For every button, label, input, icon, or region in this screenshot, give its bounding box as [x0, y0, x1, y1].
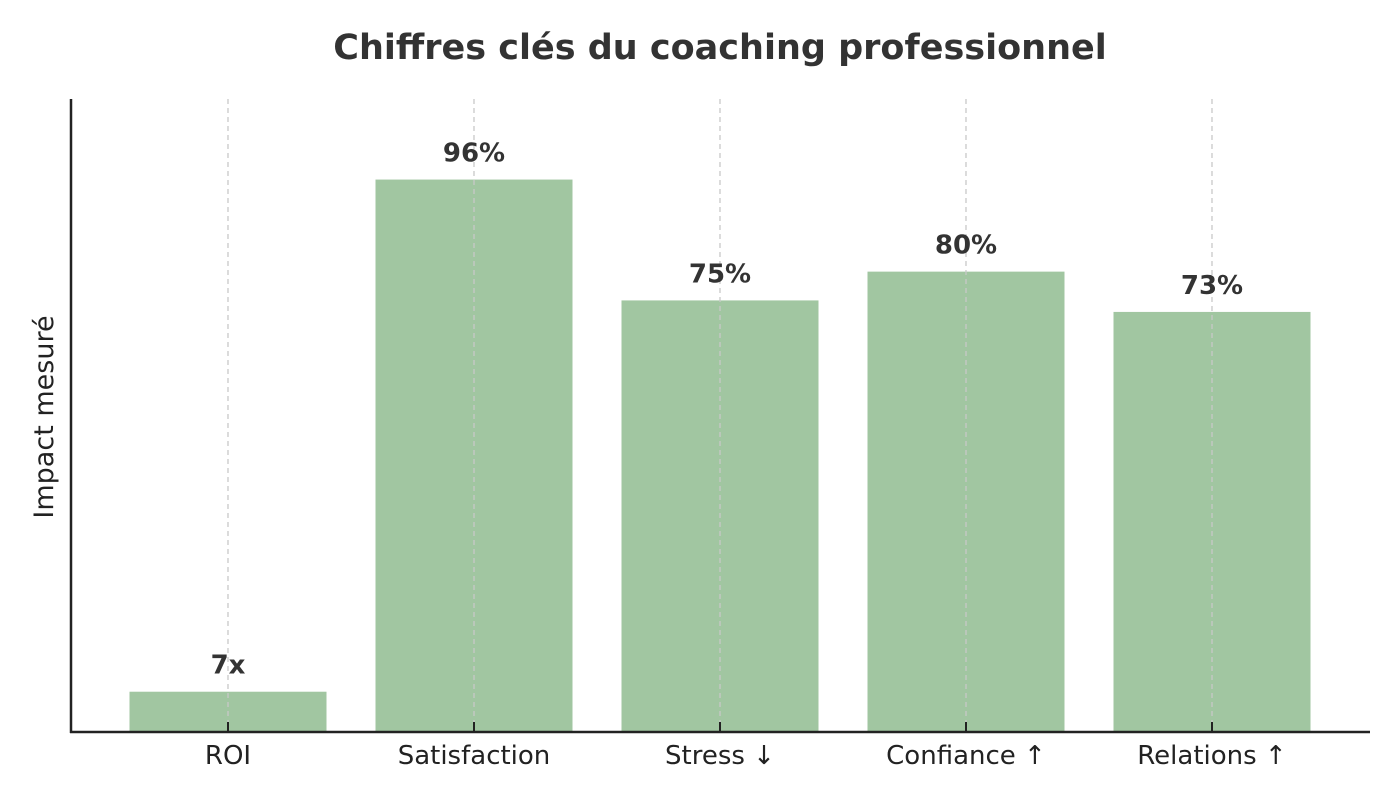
y-axis-label: Impact mesuré — [29, 315, 60, 518]
data-labels: 7x 96% 75% 80% 73% — [211, 139, 1244, 681]
data-label-0: 7x — [211, 651, 246, 681]
x-ticks: ROI Satisfaction Stress ↓ Confiance ↑ Relati… — [205, 722, 1287, 771]
x-tick-label-1: Satisfaction — [398, 741, 551, 771]
x-tick-label-4: Relations ↑ — [1137, 741, 1286, 771]
x-tick-label-0: ROI — [205, 741, 251, 771]
x-tick-label-2: Stress ↓ — [665, 741, 775, 771]
grid-lines — [227, 99, 1213, 732]
data-label-1: 96% — [443, 139, 505, 169]
x-tick-label-3: Confiance ↑ — [886, 741, 1046, 771]
data-label-4: 73% — [1181, 271, 1243, 301]
chart-title: Chiffres clés du coaching professionnel — [333, 28, 1106, 68]
data-label-3: 80% — [935, 231, 997, 261]
bar-3 — [867, 271, 1065, 732]
data-label-2: 75% — [689, 259, 751, 289]
